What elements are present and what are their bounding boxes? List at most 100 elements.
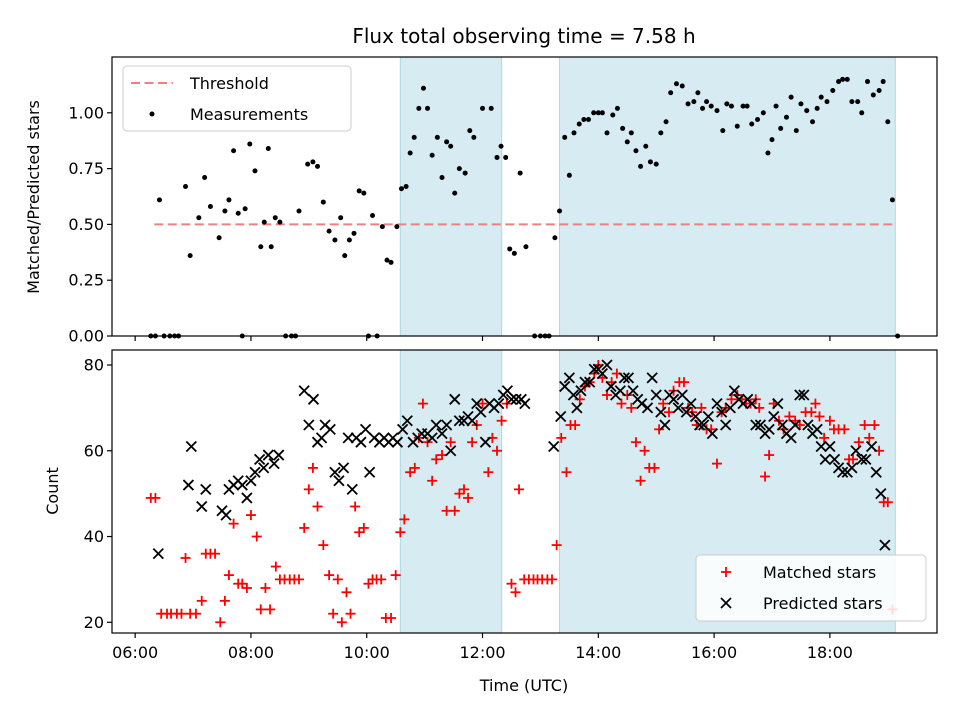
matched-star-marker	[556, 432, 567, 443]
cross-stroke	[493, 397, 505, 410]
matched-star-marker	[859, 420, 870, 431]
measurement-point	[202, 175, 208, 181]
cross-stroke	[746, 397, 758, 410]
measurement-point	[562, 134, 568, 140]
cross-stroke	[555, 410, 567, 423]
measurement-point	[740, 103, 746, 109]
x-tick-label: 06:00	[112, 643, 158, 662]
measurement-point	[434, 134, 440, 140]
predicted-legend-label: Predicted stars	[763, 594, 883, 613]
cross-stroke	[618, 372, 631, 384]
matched-star-marker	[630, 437, 641, 448]
measurement-point	[840, 76, 846, 82]
measurement-point	[557, 208, 563, 214]
measurement-points	[148, 76, 901, 339]
measurement-point	[310, 159, 316, 165]
cross-stroke	[672, 402, 684, 414]
cross-stroke	[802, 419, 814, 431]
cross-stroke	[200, 483, 212, 495]
cross-stroke	[436, 427, 448, 440]
cross-stroke	[355, 436, 367, 448]
matched-star-marker	[696, 402, 707, 413]
measurement-point	[865, 79, 871, 85]
y-tick-label: 0.75	[68, 159, 104, 178]
matched-legend-swatch	[721, 567, 731, 577]
cross-stroke	[875, 488, 887, 500]
predicted-star-marker	[396, 423, 409, 435]
matched-star-marker	[882, 497, 893, 508]
measurement-point	[889, 197, 895, 203]
measurement-point	[728, 103, 734, 109]
cross-stroke	[850, 445, 862, 457]
measurement-point	[643, 143, 649, 149]
predicted-star-marker	[315, 432, 328, 444]
predicted-star-marker	[324, 423, 336, 435]
cross-stroke	[659, 419, 671, 431]
measurement-point	[576, 121, 582, 127]
matched-legend-marker	[721, 567, 731, 577]
measurement-point	[494, 154, 500, 160]
matched-star-marker	[654, 424, 665, 435]
measurement-point	[604, 130, 610, 136]
measurement-point	[855, 99, 861, 105]
cross-stroke	[396, 423, 409, 435]
cross-stroke	[754, 419, 767, 431]
x-axis-label: Time (UTC)	[479, 676, 568, 695]
cross-stroke	[811, 423, 823, 435]
predicted-star-marker	[479, 436, 492, 448]
measurement-point	[714, 108, 720, 114]
matched-star-marker	[312, 501, 323, 512]
cross-stroke	[453, 415, 466, 427]
matched-star-marker	[510, 587, 521, 598]
measurement-point	[599, 110, 605, 116]
matched-star-marker	[639, 445, 650, 456]
top-legend-box	[122, 65, 352, 132]
predicted-star-marker	[466, 415, 478, 427]
measurement-point	[452, 190, 458, 196]
cross-stroke	[794, 389, 806, 401]
matched-star-marker	[328, 608, 339, 619]
matched-star-marker	[848, 454, 859, 465]
y-tick-label: 40	[84, 527, 104, 546]
predicted-star-marker	[337, 462, 350, 474]
measurement-point	[517, 170, 523, 176]
measurement-point	[633, 148, 639, 154]
measurement-point	[326, 228, 332, 234]
measurement-point	[818, 94, 824, 100]
predicted-star-marker	[763, 423, 775, 435]
cross-stroke	[152, 548, 164, 560]
measurement-point	[407, 150, 413, 156]
cross-stroke	[856, 453, 868, 465]
y-tick-label: 20	[84, 613, 104, 632]
predicted-star-marker	[363, 466, 376, 478]
predicted-legend-swatch	[720, 597, 732, 609]
measurement-point	[488, 105, 494, 111]
cross-stroke	[776, 419, 789, 431]
cross-stroke	[303, 419, 315, 431]
cross-stroke	[479, 436, 492, 448]
predicted-star-marker	[693, 419, 706, 431]
matched-star-marker	[307, 462, 318, 473]
predicted-star-marker	[846, 462, 858, 474]
predicted-star-marker	[445, 445, 457, 457]
chart-title: Flux total observing time = 7.58 h	[352, 24, 695, 48]
predicted-star-marker	[236, 479, 248, 491]
cross-stroke	[253, 453, 266, 465]
predicted-star-marker	[258, 462, 270, 474]
matched-star-marker	[561, 467, 572, 478]
matched-star-marker	[150, 492, 161, 503]
predicted-star-marker	[728, 385, 741, 397]
matched-star-marker	[663, 407, 674, 418]
predicted-star-marker	[776, 419, 789, 431]
cross-stroke	[196, 500, 208, 513]
predicted-star-marker	[559, 380, 571, 393]
predicted-star-marker	[698, 419, 710, 431]
predicted-star-marker	[298, 385, 310, 397]
cross-stroke	[342, 432, 354, 444]
matched-star-marker	[477, 398, 488, 409]
measurement-point	[503, 154, 509, 160]
bottom-y-axis-label: Count	[43, 467, 62, 515]
measurement-point	[511, 250, 517, 256]
measurement-point	[679, 83, 685, 89]
measurement-point	[471, 134, 477, 140]
